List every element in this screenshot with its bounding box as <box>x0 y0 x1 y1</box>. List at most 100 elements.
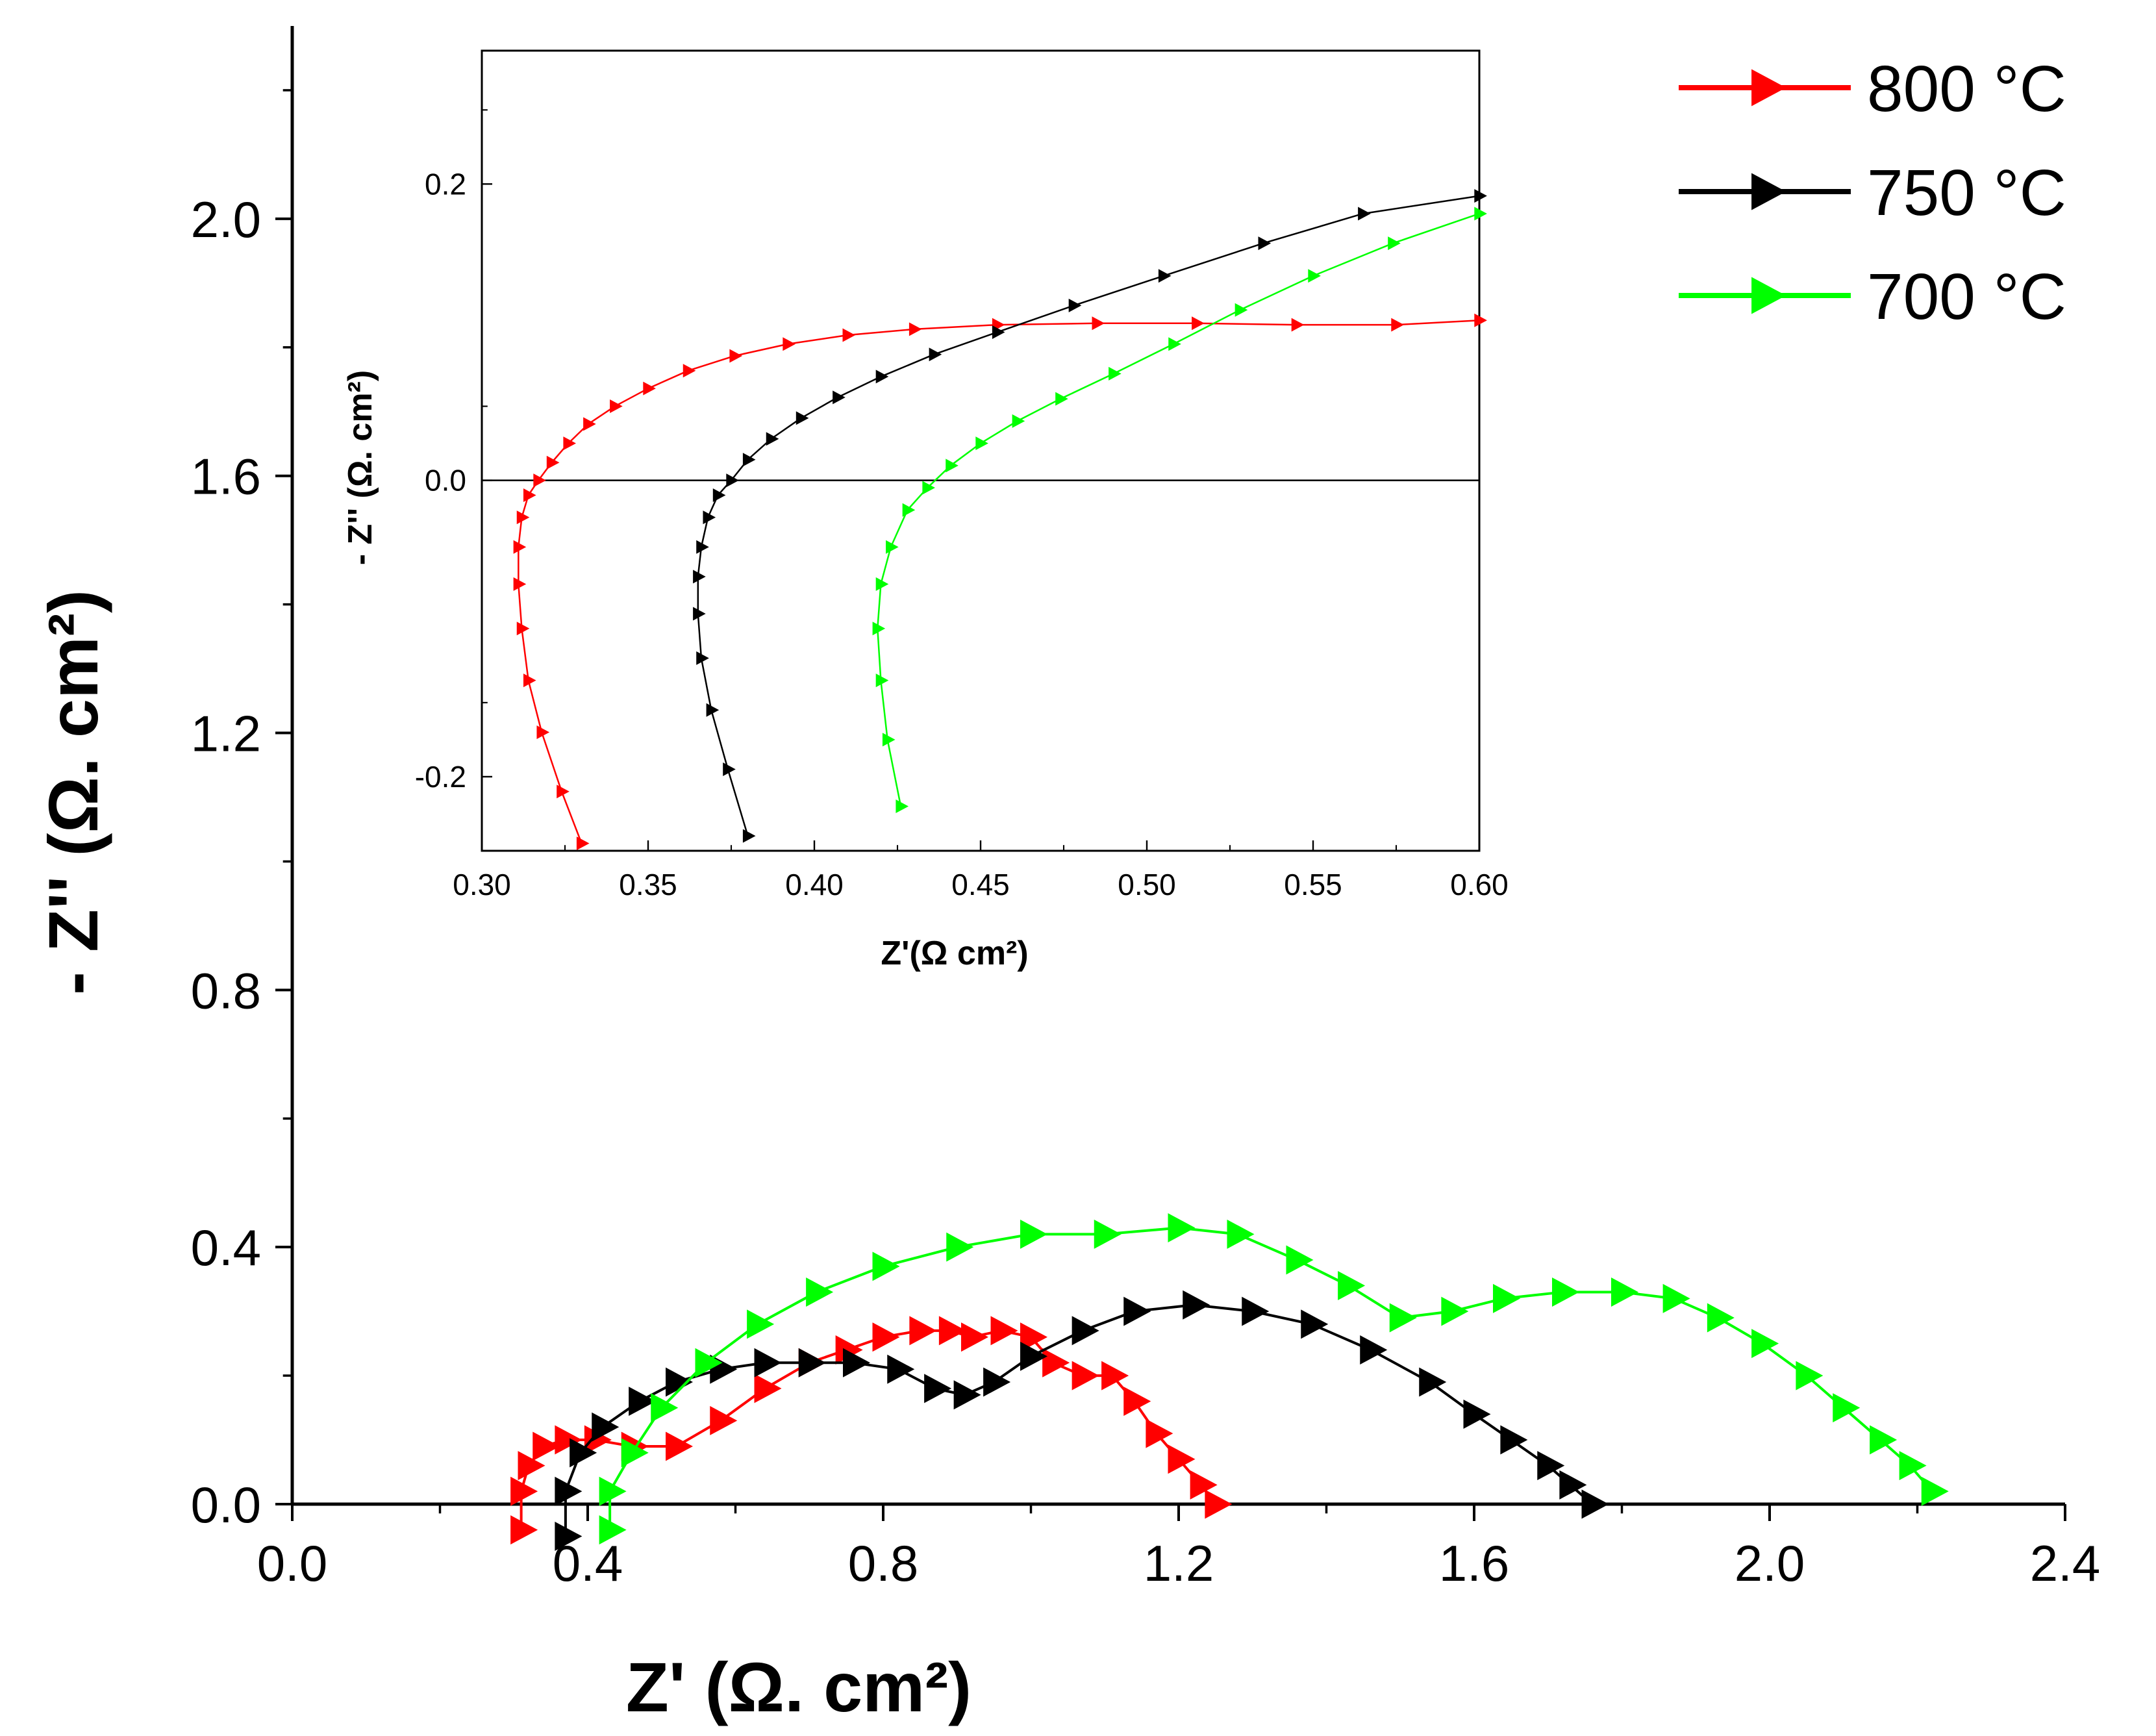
inset-data-point <box>1258 236 1272 251</box>
main-data-point <box>1020 1322 1047 1352</box>
main-data-point <box>1205 1489 1233 1519</box>
main-data-point <box>584 1425 612 1455</box>
main-data-point <box>1833 1393 1861 1423</box>
main-data-point <box>872 1322 900 1352</box>
inset-data-point <box>523 488 536 502</box>
inset-data-point <box>1235 303 1248 317</box>
legend-item: 800 °C <box>1679 53 2066 125</box>
main-data-point <box>1072 1316 1099 1346</box>
main-data-point <box>1870 1425 1898 1455</box>
main-data-point <box>1338 1271 1366 1301</box>
main-data-point <box>835 1335 863 1365</box>
inset-data-point <box>886 540 899 554</box>
legend-item: 750 °C <box>1679 157 2066 229</box>
inset-x-tick-label: 0.60 <box>1450 868 1509 901</box>
main-data-point <box>1146 1418 1173 1448</box>
inset-data-point <box>875 577 889 591</box>
inset-data-point <box>882 733 896 747</box>
inset-data-point <box>723 762 736 777</box>
main-data-point <box>1441 1296 1469 1326</box>
main-data-point <box>1707 1303 1735 1333</box>
inset-data-point <box>742 453 756 467</box>
main-data-point <box>1796 1361 1824 1390</box>
inset-data-point <box>896 799 909 814</box>
inset-data-point <box>696 540 709 554</box>
main-data-point <box>872 1252 900 1281</box>
inset-data-point <box>992 325 1005 339</box>
main-data-point <box>961 1322 988 1352</box>
main-data-point <box>1168 1213 1196 1242</box>
main-data-point <box>1611 1277 1638 1307</box>
inset-data-point <box>576 837 590 851</box>
main-data-point <box>666 1431 693 1461</box>
main-data-point <box>518 1451 545 1481</box>
inset-x-axis-title: Z'(Ω cm²) <box>881 935 1028 972</box>
main-x-tick-label: 0.8 <box>848 1535 918 1592</box>
inset-background <box>482 51 1479 851</box>
main-data-point <box>510 1515 538 1545</box>
inset-y-tick-label: 0.0 <box>425 464 466 497</box>
main-x-tick-label: 2.4 <box>2030 1535 2100 1592</box>
main-data-point <box>666 1367 693 1397</box>
main-data-point <box>1500 1425 1528 1455</box>
inset-x-tick-label: 0.45 <box>951 868 1010 901</box>
inset-data-point <box>1474 313 1487 327</box>
main-y-tick-label: 0.4 <box>191 1219 261 1276</box>
inset-data-point <box>557 785 570 799</box>
main-data-point <box>924 1374 952 1403</box>
legend-label: 750 °C <box>1867 157 2066 229</box>
inset-series-line <box>697 195 1480 837</box>
inset-series-line <box>518 319 1480 844</box>
inset-data-point <box>1109 366 1122 381</box>
main-y-axis-title: - Z'' (Ω. cm²) <box>34 590 112 995</box>
main-data-point <box>1190 1470 1218 1500</box>
inset-data-point <box>563 436 577 451</box>
inset-x-tick-label: 0.40 <box>785 868 844 901</box>
inset-x-tick-label: 0.55 <box>1284 868 1342 901</box>
main-data-point <box>1552 1277 1579 1307</box>
main-data-point <box>599 1515 627 1545</box>
inset-data-point <box>706 703 720 717</box>
main-data-point <box>555 1476 583 1506</box>
inset-data-point <box>693 570 706 584</box>
main-x-tick-label: 2.0 <box>1735 1535 1805 1592</box>
main-data-point <box>1020 1219 1047 1249</box>
main-data-point <box>651 1393 679 1423</box>
main-data-point <box>555 1521 583 1551</box>
inset-data-point <box>833 390 846 405</box>
main-y-tick-label: 2.0 <box>191 191 261 248</box>
inset-data-point <box>533 473 546 488</box>
inset-data-point <box>766 432 779 446</box>
inset-data-point <box>696 651 709 665</box>
inset-data-point <box>875 673 889 688</box>
inset-data-point <box>742 829 756 843</box>
main-data-point <box>1301 1309 1329 1339</box>
inset-data-point <box>946 459 959 473</box>
inset-data-point <box>1391 318 1404 332</box>
inset-data-point <box>1068 298 1082 312</box>
inset-data-point <box>712 488 726 502</box>
inset-data-point <box>1358 207 1371 221</box>
inset-data-point <box>703 510 716 525</box>
main-x-tick-label: 1.2 <box>1144 1535 1214 1592</box>
inset-data-point <box>1158 269 1172 283</box>
main-data-point <box>1020 1341 1047 1371</box>
main-data-point <box>1042 1348 1070 1377</box>
main-data-point <box>1559 1470 1587 1500</box>
inset-series-layer <box>513 189 1487 851</box>
inset-data-point <box>1192 316 1205 331</box>
main-x-axis-title: Z' (Ω. cm²) <box>626 1648 971 1726</box>
main-data-point <box>1123 1296 1151 1326</box>
main-data-point <box>1581 1489 1609 1519</box>
main-y-tick-label: 0.8 <box>191 962 261 1019</box>
main-ticks-layer: 0.0 0.4 0.8 1.2 1.6 2.0 2.4 0.0 0.4 0.8 1.2 1.6 2.0 <box>191 89 2100 1592</box>
main-data-point <box>887 1354 915 1384</box>
main-data-point <box>1072 1361 1099 1390</box>
inset-data-point <box>875 370 889 384</box>
inset-data-point <box>909 322 922 336</box>
main-x-tick-label: 0.4 <box>553 1535 623 1592</box>
legend-marker <box>1751 173 1786 210</box>
inset-data-point <box>929 347 942 362</box>
main-y-tick-label: 1.2 <box>191 705 261 762</box>
inset-x-tick-label: 0.35 <box>619 868 677 901</box>
